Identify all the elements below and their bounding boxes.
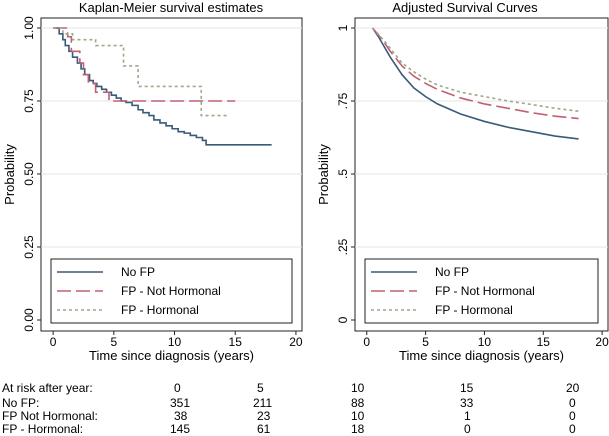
x-tick-label: 20 (289, 335, 303, 349)
y-tick-label: .25 (336, 238, 350, 255)
x-axis-title: Time since diagnosis (years) (89, 348, 254, 363)
series-line (372, 27, 579, 113)
y-axis-title: Probability (316, 144, 331, 205)
series-line (372, 27, 579, 120)
series-line (371, 27, 579, 140)
x-tick-label: 20 (595, 335, 609, 349)
y-tick-label: 0.50 (22, 162, 36, 186)
legend-label: FP - Not Hormonal (121, 284, 221, 298)
x-tick-label: 10 (478, 335, 492, 349)
y-tick-label: 0 (336, 316, 350, 323)
x-tick-label: 0 (363, 335, 370, 349)
y-tick-label: 0.00 (22, 308, 36, 332)
y-tick-label: .5 (336, 169, 350, 179)
chart-title: Kaplan-Meier survival estimates (79, 0, 264, 15)
legend-label: FP - Not Hormonal (435, 284, 535, 298)
legend-label: No FP (121, 265, 155, 279)
legend-label: FP - Hormonal (435, 303, 513, 317)
x-tick-label: 5 (422, 335, 429, 349)
x-tick-label: 0 (50, 335, 57, 349)
x-tick-label: 15 (537, 335, 551, 349)
chart-title: Adjusted Survival Curves (392, 0, 538, 15)
x-axis-title: Time since diagnosis (years) (399, 348, 564, 363)
series-line (53, 27, 236, 102)
series-line (53, 27, 272, 146)
legend-label: No FP (435, 265, 469, 279)
y-tick-label: 1.00 (22, 16, 36, 40)
y-tick-label: 1 (336, 24, 350, 31)
x-tick-label: 10 (168, 335, 182, 349)
legend-box (50, 258, 293, 324)
series-line (53, 27, 227, 117)
legend-label: FP - Hormonal (121, 303, 199, 317)
y-tick-label: .75 (336, 92, 350, 109)
x-tick-label: 15 (229, 335, 243, 349)
y-tick-label: 0.25 (22, 235, 36, 259)
x-tick-label: 5 (110, 335, 117, 349)
y-axis-title: Probability (2, 144, 17, 205)
y-tick-label: 0.75 (22, 89, 36, 113)
